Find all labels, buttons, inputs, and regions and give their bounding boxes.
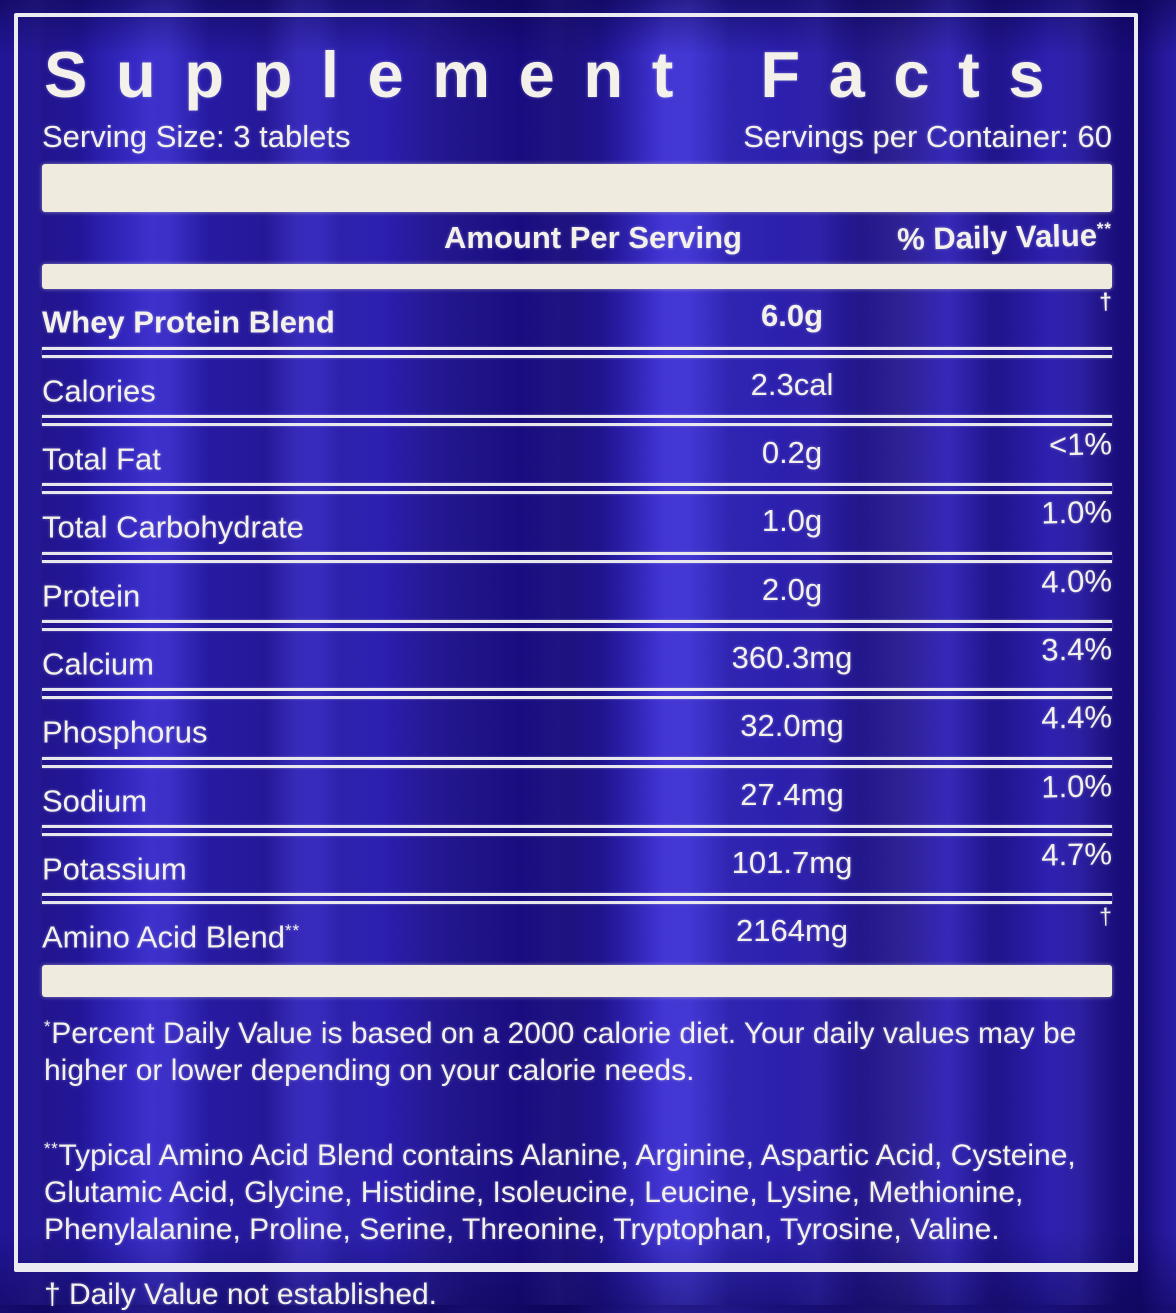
table-row: Total Carbohydrate 1.0g 1.0% — [42, 494, 1112, 550]
row-nutrient-name: Amino Acid Blend** — [42, 919, 300, 955]
row-amount-value: 101.7mg — [731, 844, 853, 880]
row-daily-value: 4.4% — [1040, 699, 1113, 736]
supplement-facts-panel: Supplement Facts Serving Size: 3 tablets… — [14, 13, 1138, 1311]
table-row: Sodium 27.4mg 1.0% — [42, 768, 1112, 824]
row-daily-value: <1% — [1048, 425, 1113, 463]
row-amount-value: 360.3mg — [731, 639, 853, 675]
table-row: Calcium 360.3mg 3.4% — [42, 631, 1112, 687]
row-daily-value — [942, 358, 1112, 362]
row-amount-value: 32.0mg — [740, 708, 844, 744]
serving-size: Serving Size: 3 tablets — [42, 119, 351, 155]
row-separator — [42, 756, 1112, 768]
row-separator — [42, 824, 1112, 836]
row-amount-value: 0.2g — [761, 434, 823, 470]
table-row: Calories 2.3cal — [42, 358, 1112, 414]
table-row: Potassium 101.7mg 4.7% — [42, 836, 1112, 892]
row-nutrient-name: Sodium — [42, 782, 148, 818]
row-daily-value: 3.4% — [1040, 630, 1113, 668]
row-daily-value: 1.0% — [1040, 494, 1113, 531]
row-amount-value: 2.3cal — [750, 366, 834, 402]
column-header-row: Amount Per Serving % Daily Value** — [42, 212, 1112, 262]
row-nutrient-name: Protein — [42, 577, 141, 613]
row-daily-value: † — [1098, 288, 1113, 315]
row-amount-value: 2.0g — [761, 571, 823, 607]
row-amount-value: 6.0g — [760, 298, 824, 334]
daily-value-text: % Daily Value — [896, 217, 1098, 258]
panel-title: Supplement Facts — [44, 38, 1074, 111]
column-header-daily-value: % Daily Value** — [860, 218, 1113, 259]
row-nutrient-name: Phosphorus — [42, 714, 208, 750]
divider-bar-bottom — [42, 964, 1112, 997]
divider-bar-thick — [42, 164, 1112, 213]
daily-value-sup: ** — [1096, 219, 1113, 239]
row-nutrient-name: Potassium — [42, 851, 187, 887]
row-separator — [42, 688, 1112, 700]
table-row: Total Fat 0.2g <1% — [42, 426, 1112, 482]
table-row: Protein 2.0g 4.0% — [42, 563, 1112, 619]
row-separator — [42, 619, 1112, 631]
row-nutrient-name: Whey Protein Blend — [42, 304, 335, 340]
row-separator — [42, 483, 1112, 495]
column-header-amount: Amount Per Serving — [444, 220, 742, 256]
footnote: *Percent Daily Value is based on a 2000 … — [44, 1016, 1077, 1087]
row-daily-value: 1.0% — [1040, 767, 1113, 805]
row-separator — [42, 346, 1112, 358]
serving-info-row: Serving Size: 3 tablets Servings per Con… — [42, 119, 1112, 155]
table-row: Whey Protein Blend 6.0g † — [42, 288, 1112, 345]
servings-per-container: Servings per Container: 60 — [743, 119, 1112, 155]
row-amount-value: 2164mg — [735, 913, 849, 949]
row-separator — [42, 551, 1112, 563]
footnotes: *Percent Daily Value is based on a 2000 … — [42, 1009, 1112, 1313]
row-amount-value: 1.0g — [761, 503, 823, 539]
row-nutrient-name: Total Fat — [42, 441, 161, 477]
row-daily-value: 4.7% — [1040, 835, 1113, 873]
row-nutrient-name: Calories — [42, 372, 156, 408]
facts-rows: Whey Protein Blend 6.0g † Calories 2.3ca… — [42, 288, 1112, 960]
table-row: Phosphorus 32.0mg 4.4% — [42, 699, 1112, 755]
footnote: † Daily Value not established. — [44, 1277, 438, 1311]
row-daily-value: 4.0% — [1040, 562, 1113, 600]
divider-bar-medium — [42, 264, 1112, 290]
row-nutrient-name: Total Carbohydrate — [42, 509, 304, 545]
row-amount-value: 27.4mg — [740, 776, 844, 812]
table-row: Amino Acid Blend** 2164mg † — [42, 903, 1112, 960]
row-daily-value: † — [1098, 903, 1113, 930]
row-nutrient-name: Calcium — [42, 646, 154, 682]
footnote: **Typical Amino Acid Blend contains Alan… — [44, 1138, 1076, 1246]
row-separator — [42, 414, 1112, 426]
row-separator — [42, 893, 1112, 905]
